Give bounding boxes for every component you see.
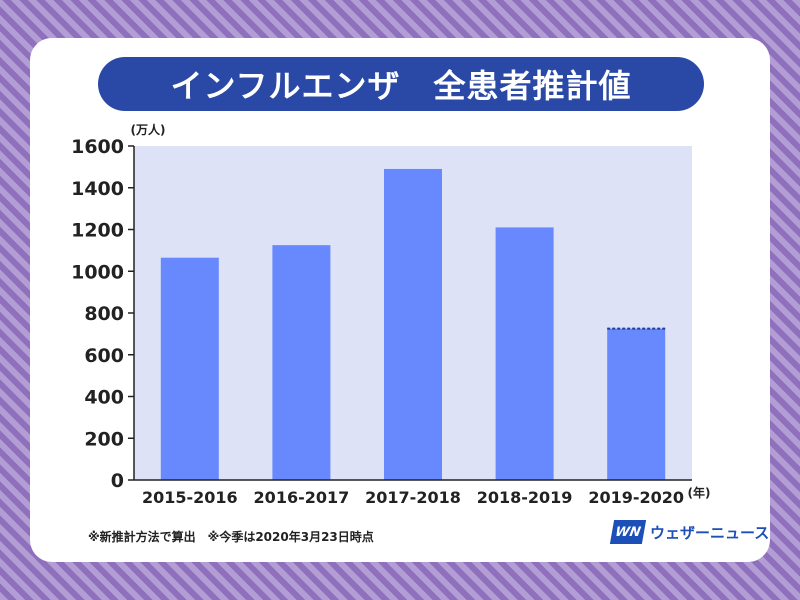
y-tick-label: 400	[84, 387, 124, 409]
bars-group	[160, 168, 666, 480]
x-tick-label: 2017-2018	[365, 488, 461, 507]
y-tick-label: 1000	[71, 261, 124, 283]
x-tick-label: 2019-2020	[588, 488, 684, 507]
bar-2018-2019	[495, 227, 554, 480]
footnote: ※新推計方法で算出 ※今季は2020年3月23日時点	[88, 530, 374, 544]
logo-mark-icon: WN	[609, 520, 647, 544]
bar-2019-2020	[607, 328, 666, 480]
y-tick-label: 1600	[71, 136, 124, 158]
x-tick-label: 2018-2019	[477, 488, 573, 507]
y-tick-label: 600	[84, 345, 124, 367]
y-unit-label: (万人)	[131, 122, 166, 137]
bar-2015-2016	[160, 257, 219, 480]
y-tick-label: 1400	[71, 178, 124, 200]
y-tick-label: 200	[84, 428, 124, 450]
x-tick-label: 2015-2016	[142, 488, 238, 507]
x-labels-group: 2015-2016 2016-2017 2017-2018 2018-2019 2019…	[142, 488, 684, 507]
logo-text: ウェザーニュース	[650, 523, 770, 542]
x-unit-label: (年)	[688, 485, 711, 500]
y-ticks-group: 0 200 400 600 800 1000 1200 1400 1600	[71, 136, 134, 492]
weathernews-logo: WN ウェザーニュース	[609, 520, 770, 544]
y-tick-label: 800	[84, 303, 124, 325]
y-tick-label: 0	[111, 470, 124, 492]
chart-title: インフルエンザ 全患者推計値	[98, 57, 704, 111]
y-tick-label: 1200	[71, 220, 124, 242]
x-tick-label: 2016-2017	[254, 488, 350, 507]
bar-2017-2018	[384, 168, 442, 480]
bar-2016-2017	[272, 245, 331, 480]
